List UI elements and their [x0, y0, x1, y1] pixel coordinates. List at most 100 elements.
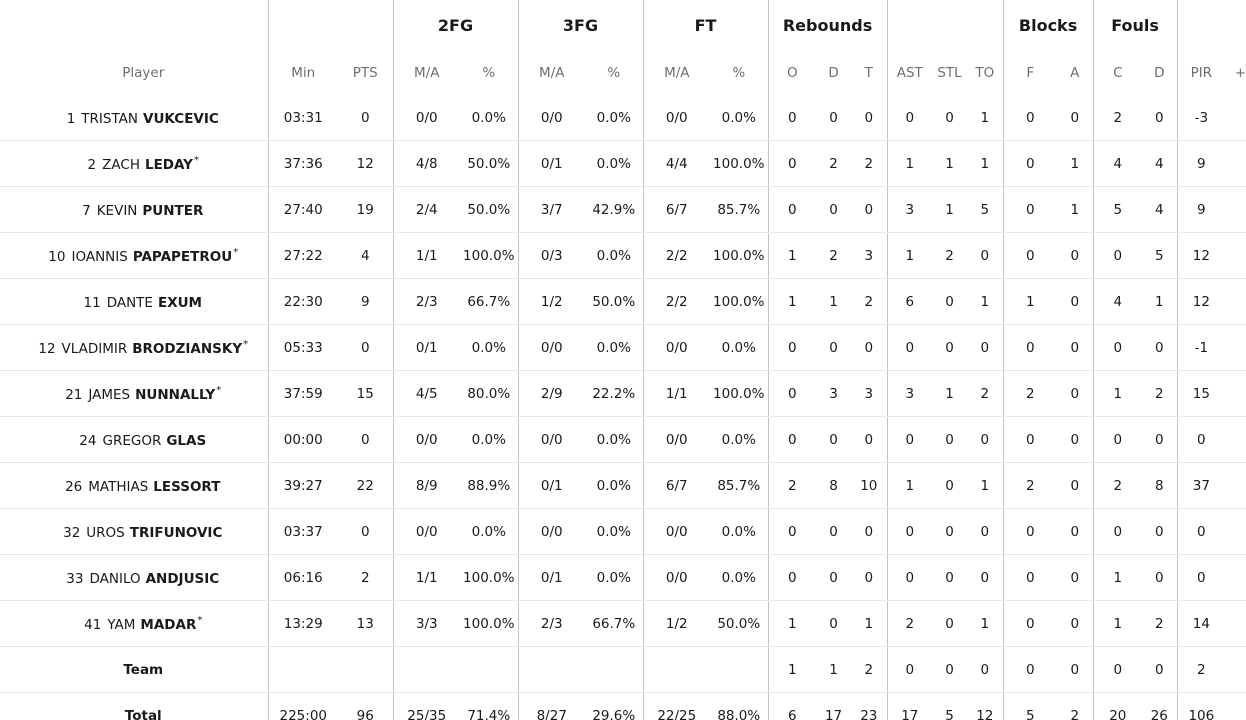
- cell-reb-total: 0: [851, 554, 888, 601]
- cell-plus-minus: [1225, 140, 1246, 187]
- player-row[interactable]: 10 IOANNIS PAPAPETROU* 27:22 4 1/1 100.0% 0/3 0.…: [0, 232, 1246, 279]
- player-name-cell[interactable]: 32 UROS TRIFUNOVIC: [0, 508, 268, 555]
- cell-ft-made-attempted: 0/0: [642, 95, 711, 141]
- column-header-min[interactable]: Min: [267, 51, 338, 95]
- player-last-name[interactable]: LESSORT: [153, 478, 221, 495]
- cell-3fg-pct: [585, 646, 644, 693]
- cell-3fg-pct: 0.0%: [585, 508, 644, 555]
- player-name-cell[interactable]: 12 VLADIMIR BRODZIANSKY*: [0, 324, 268, 371]
- cell-fouls-committed: 0: [1092, 646, 1143, 693]
- cell-reb-off: 2: [767, 462, 817, 509]
- player-name-cell[interactable]: 7 KEVIN PUNTER: [0, 186, 268, 233]
- player-row[interactable]: 12 VLADIMIR BRODZIANSKY* 05:33 0 0/1 0.0% 0/0 0.…: [0, 324, 1246, 371]
- cell-stl: 0: [932, 554, 968, 601]
- column-header-blk-for[interactable]: F: [1002, 51, 1058, 95]
- player-last-name[interactable]: BRODZIANSKY: [132, 340, 243, 357]
- cell-pts: 0: [338, 95, 393, 141]
- player-row[interactable]: 41 YAM MADAR* 13:29 13 3/3 100.0% 2/3 66.7% 1/2 50…: [0, 600, 1246, 647]
- column-header-2fg-made-attempted[interactable]: M/A: [392, 51, 460, 95]
- cell-3fg-made-attempted: 2/9: [517, 370, 586, 417]
- player-number: 1: [66, 110, 76, 127]
- column-header-ast[interactable]: AST: [886, 51, 933, 95]
- player-name-cell[interactable]: 2 ZACH LEDAY*: [0, 140, 268, 187]
- player-name-cell[interactable]: 1 TRISTAN VUKCEVIC: [0, 95, 268, 141]
- cell-ft-pct: 100.0%: [710, 278, 769, 325]
- cell-3fg-pct: 22.2%: [585, 370, 644, 417]
- player-name-cell[interactable]: 10 IOANNIS PAPAPETROU*: [0, 232, 268, 279]
- cell-ft-pct: 85.7%: [710, 462, 769, 509]
- cell-stl: 0: [932, 278, 968, 325]
- cell-stl: 0: [932, 508, 968, 555]
- cell-to: 0: [967, 508, 1004, 555]
- cell-min: 13:29: [267, 600, 338, 647]
- cell-3fg-made-attempted: 0/3: [517, 232, 586, 279]
- player-last-name[interactable]: ANDJUSIC: [145, 570, 220, 587]
- player-last-name[interactable]: NUNNALLY: [135, 386, 216, 403]
- column-header-fouls-committed[interactable]: C: [1092, 51, 1143, 95]
- cell-reb-total: 0: [851, 508, 888, 555]
- cell-2fg-pct: 88.9%: [460, 462, 519, 509]
- player-row[interactable]: 1 TRISTAN VUKCEVIC 03:31 0 0/0 0.0% 0/0 0.0% 0/0 0…: [0, 95, 1246, 141]
- player-row[interactable]: 21 JAMES NUNNALLY* 37:59 15 4/5 80.0% 2/9 22.2% 1…: [0, 370, 1246, 417]
- player-last-name[interactable]: PAPAPETROU: [132, 248, 233, 265]
- column-header-2fg-pct[interactable]: %: [482, 65, 496, 81]
- cell-pts: 19: [338, 186, 393, 233]
- player-row[interactable]: 7 KEVIN PUNTER 27:40 19 2/4 50.0% 3/7 42.9% 6/7 85…: [0, 186, 1246, 233]
- player-last-name[interactable]: PUNTER: [142, 202, 204, 219]
- player-name-cell[interactable]: 24 GREGOR GLAS: [0, 416, 268, 463]
- player-name-cell[interactable]: 26 MATHIAS LESSORT: [0, 462, 268, 509]
- player-name-cell[interactable]: 41 YAM MADAR*: [0, 600, 268, 647]
- column-header-pir[interactable]: PIR: [1176, 51, 1226, 95]
- player-number: 12: [38, 340, 56, 357]
- column-header-ft-pct[interactable]: %: [732, 65, 746, 81]
- player-row[interactable]: 32 UROS TRIFUNOVIC 03:37 0 0/0 0.0% 0/0 0.0% 0/0 0…: [0, 508, 1246, 555]
- cell-ft-pct: 0.0%: [710, 95, 769, 141]
- cell-2fg-pct: 100.0%: [460, 554, 519, 601]
- cell-3fg-made-attempted: [517, 646, 586, 693]
- player-row[interactable]: 33 DANILO ANDJUSIC 06:16 2 1/1 100.0% 0/1 0.0% 0/…: [0, 554, 1246, 601]
- player-name-cell[interactable]: 11 DANTE EXUM: [0, 278, 268, 325]
- column-header-blk-against[interactable]: A: [1070, 65, 1080, 81]
- player-row[interactable]: 2 ZACH LEDAY* 37:36 12 4/8 50.0% 0/1 0.0% 4/4 100.…: [0, 140, 1246, 187]
- cell-plus-minus: [1225, 278, 1246, 325]
- column-header-3fg-made-attempted[interactable]: M/A: [517, 51, 586, 95]
- cell-ft-made-attempted: 1/2: [642, 600, 711, 647]
- player-last-name[interactable]: LEDAY: [144, 156, 193, 173]
- column-header-reb-total[interactable]: T: [864, 65, 873, 81]
- player-first-name: IOANNIS: [71, 248, 128, 265]
- cell-2fg-pct: 71.4%: [467, 707, 511, 720]
- starter-marker: *: [243, 338, 249, 350]
- player-name-cell[interactable]: 21 JAMES NUNNALLY*: [0, 370, 268, 417]
- column-header-plus-minus[interactable]: +/-: [1234, 65, 1246, 81]
- cell-3fg-made-attempted: 0/1: [517, 554, 586, 601]
- group-header-empty: [0, 0, 268, 51]
- cell-3fg-pct: 0.0%: [585, 462, 644, 509]
- player-row[interactable]: 11 DANTE EXUM 22:30 9 2/3 66.7% 1/2 50.0% 2/2 100.…: [0, 278, 1246, 325]
- player-last-name[interactable]: MADAR: [140, 616, 197, 633]
- player-row[interactable]: 26 MATHIAS LESSORT 39:27 22 8/9 88.9% 0/1 0.0% 6/…: [0, 462, 1246, 509]
- player-first-name: DANILO: [89, 570, 141, 587]
- column-header-player[interactable]: Player: [122, 65, 165, 81]
- player-last-name[interactable]: TRIFUNOVIC: [129, 524, 223, 541]
- column-header-3fg-pct[interactable]: %: [607, 65, 621, 81]
- cell-blk-for: 0: [1002, 600, 1058, 647]
- column-header-pts[interactable]: PTS: [352, 65, 378, 81]
- group-header-empty: [886, 0, 1004, 51]
- column-header-fouls-drawn[interactable]: D: [1154, 65, 1165, 81]
- column-header-to[interactable]: TO: [975, 65, 995, 81]
- column-header-ft-made-attempted[interactable]: M/A: [642, 51, 711, 95]
- total-row: Total 225:00 96 25/35 71.4% 8/27 29.6% 22/25 88.…: [0, 692, 1246, 720]
- cell-ft-made-attempted: 6/7: [642, 186, 711, 233]
- player-row[interactable]: 24 GREGOR GLAS 00:00 0 0/0 0.0% 0/0 0.0% 0/0 0.0% 0…: [0, 416, 1246, 463]
- cell-ft-pct: [710, 646, 769, 693]
- column-header-reb-def[interactable]: D: [828, 65, 839, 81]
- column-header-reb-off[interactable]: O: [767, 51, 817, 95]
- player-name-cell[interactable]: 33 DANILO ANDJUSIC: [0, 554, 268, 601]
- cell-reb-def: 17: [824, 707, 843, 720]
- player-last-name[interactable]: GLAS: [166, 432, 207, 449]
- column-header-stl[interactable]: STL: [937, 65, 962, 81]
- cell-to: 5: [967, 186, 1004, 233]
- player-last-name[interactable]: EXUM: [157, 294, 202, 311]
- player-last-name[interactable]: VUKCEVIC: [143, 110, 219, 127]
- cell-2fg-pct: 0.0%: [460, 508, 519, 555]
